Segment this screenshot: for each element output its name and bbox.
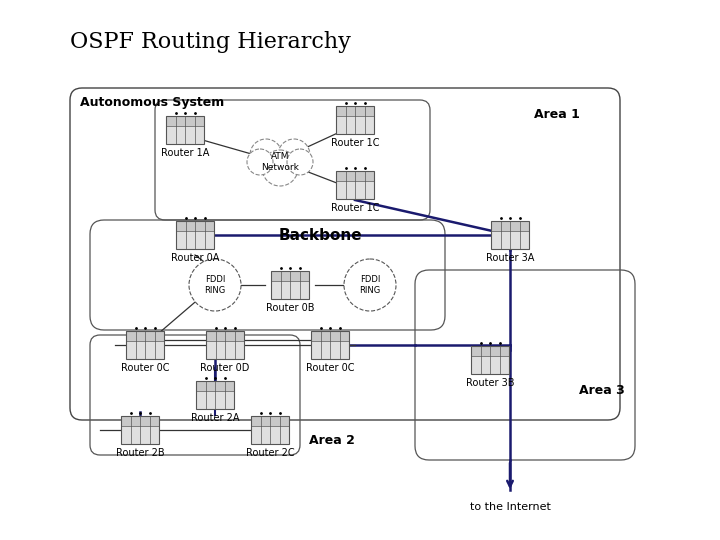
- Bar: [121, 426, 159, 444]
- Text: Router 3A: Router 3A: [486, 253, 534, 263]
- Text: Router 1C: Router 1C: [330, 138, 379, 148]
- Bar: [166, 116, 204, 144]
- Bar: [176, 221, 214, 249]
- Bar: [206, 331, 244, 341]
- Bar: [491, 221, 529, 249]
- Bar: [491, 221, 529, 231]
- Bar: [311, 341, 349, 359]
- Circle shape: [250, 139, 282, 171]
- Bar: [311, 331, 349, 341]
- Bar: [336, 116, 374, 134]
- Text: FDDI
RING: FDDI RING: [359, 275, 381, 295]
- Bar: [126, 331, 164, 341]
- Bar: [121, 416, 159, 444]
- Bar: [126, 341, 164, 359]
- Bar: [471, 346, 509, 374]
- Circle shape: [344, 259, 396, 311]
- Text: Autonomous System: Autonomous System: [80, 96, 224, 109]
- Circle shape: [287, 149, 313, 175]
- Text: Router 0B: Router 0B: [266, 303, 314, 313]
- Bar: [206, 331, 244, 359]
- Text: Router 2B: Router 2B: [116, 448, 164, 458]
- Circle shape: [189, 259, 241, 311]
- Text: Router 3B: Router 3B: [466, 378, 514, 388]
- Bar: [196, 391, 234, 409]
- Bar: [311, 331, 349, 359]
- Bar: [336, 171, 374, 181]
- Text: Router 1A: Router 1A: [161, 148, 210, 158]
- Bar: [166, 126, 204, 144]
- Bar: [251, 416, 289, 444]
- Bar: [336, 106, 374, 116]
- Bar: [176, 221, 214, 231]
- Text: Router 0A: Router 0A: [171, 253, 219, 263]
- Bar: [166, 116, 204, 126]
- Bar: [471, 356, 509, 374]
- Bar: [491, 231, 529, 249]
- Text: to the Internet: to the Internet: [469, 502, 550, 512]
- Bar: [251, 426, 289, 444]
- Text: Router 1C: Router 1C: [330, 203, 379, 213]
- Bar: [121, 416, 159, 426]
- Text: ATM
Network: ATM Network: [261, 152, 299, 172]
- Bar: [196, 381, 234, 391]
- Text: FDDI
RING: FDDI RING: [204, 275, 225, 295]
- Bar: [251, 416, 289, 426]
- Text: Area 3: Area 3: [580, 383, 625, 396]
- Bar: [196, 381, 234, 409]
- Text: Router 0C: Router 0C: [306, 363, 354, 373]
- Bar: [336, 171, 374, 199]
- Bar: [271, 271, 309, 299]
- Text: Router 2C: Router 2C: [246, 448, 294, 458]
- Text: OSPF Routing Hierarchy: OSPF Routing Hierarchy: [70, 31, 351, 53]
- Bar: [471, 346, 509, 356]
- Bar: [336, 181, 374, 199]
- Text: Router 0C: Router 0C: [121, 363, 169, 373]
- Bar: [126, 331, 164, 359]
- Text: Area 1: Area 1: [534, 108, 580, 121]
- Circle shape: [278, 139, 310, 171]
- Text: Router 2A: Router 2A: [191, 413, 239, 423]
- Text: Backbone: Backbone: [278, 228, 362, 243]
- Bar: [336, 106, 374, 134]
- Circle shape: [262, 150, 298, 186]
- Circle shape: [247, 149, 273, 175]
- Text: Router 0D: Router 0D: [200, 363, 250, 373]
- Bar: [271, 271, 309, 281]
- Bar: [206, 341, 244, 359]
- Bar: [271, 281, 309, 299]
- Text: Area 2: Area 2: [309, 434, 355, 447]
- Bar: [176, 231, 214, 249]
